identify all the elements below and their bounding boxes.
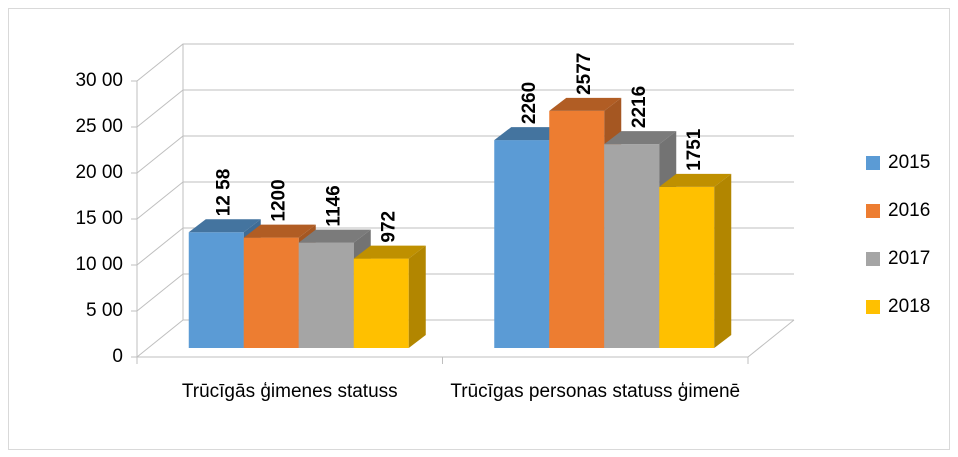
bar-top bbox=[243, 224, 316, 238]
data-label: 2260 bbox=[519, 82, 540, 124]
bar-front bbox=[604, 144, 660, 348]
data-label: 2216 bbox=[629, 86, 650, 128]
data-label: 1200 bbox=[268, 179, 289, 221]
x-tick-label: Trūcīgās ģimenes statuss bbox=[181, 381, 398, 402]
data-label: 1146 bbox=[323, 185, 344, 226]
bar-front bbox=[659, 186, 715, 348]
bar-top bbox=[659, 173, 732, 187]
grid-line bbox=[136, 43, 794, 82]
y-tick-label: 20 00 bbox=[75, 162, 123, 183]
bar-front bbox=[188, 232, 244, 348]
bar-front bbox=[298, 242, 354, 348]
legend-swatch bbox=[866, 156, 880, 170]
chart-border bbox=[8, 8, 950, 450]
bar-top bbox=[494, 127, 567, 141]
bar-side bbox=[714, 173, 732, 348]
bar-top bbox=[549, 97, 622, 111]
y-tick-label: 30 00 bbox=[75, 70, 123, 91]
legend-swatch bbox=[866, 204, 880, 218]
bar bbox=[353, 245, 426, 348]
data-label: 2577 bbox=[574, 53, 595, 95]
y-tick-label: 5 00 bbox=[86, 300, 123, 321]
data-label: 972 bbox=[378, 211, 399, 243]
grid-line bbox=[136, 89, 794, 128]
x-tick-label: Trūcīgas personas statuss ģimenē bbox=[450, 381, 741, 402]
legend-label: 2017 bbox=[888, 248, 930, 269]
data-label: 12 58 bbox=[213, 169, 234, 217]
legend-label: 2018 bbox=[888, 296, 930, 317]
legend-swatch bbox=[866, 300, 880, 314]
bar-side bbox=[408, 245, 426, 348]
y-tick-label: 10 00 bbox=[75, 254, 123, 275]
legend-swatch bbox=[866, 252, 880, 266]
legend-label: 2016 bbox=[888, 200, 930, 221]
bar-front bbox=[549, 110, 605, 348]
y-tick-label: 15 00 bbox=[75, 208, 123, 229]
y-tick-label: 25 00 bbox=[75, 116, 123, 137]
bar-top bbox=[604, 131, 677, 145]
y-tick-label: 0 bbox=[112, 346, 123, 367]
bar-front bbox=[353, 258, 409, 348]
bar-top bbox=[298, 229, 371, 243]
legend-label: 2015 bbox=[888, 152, 930, 173]
bar-front bbox=[494, 140, 550, 348]
bar bbox=[659, 173, 732, 348]
bar-front bbox=[243, 237, 299, 348]
bar-top bbox=[353, 245, 426, 259]
bar-top bbox=[188, 219, 261, 233]
data-label: 1751 bbox=[684, 128, 705, 171]
